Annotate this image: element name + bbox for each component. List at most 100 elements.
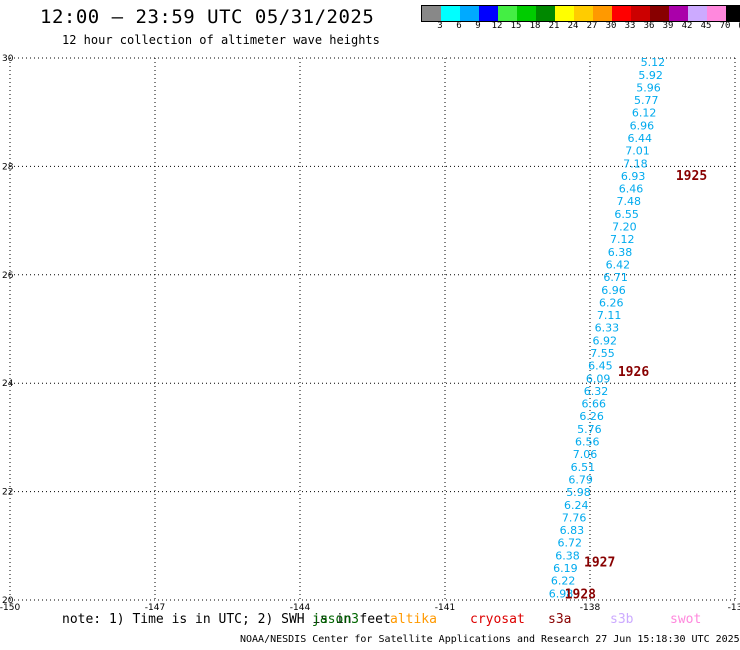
wave-height-label: 6.33: [595, 322, 620, 335]
legend-swatch: [460, 6, 479, 21]
wave-height-label: 7.18: [623, 157, 648, 170]
wave-height-label: 6.22: [551, 575, 576, 588]
legend-swatch: [422, 6, 441, 21]
note-text: note: 1) Time is in UTC; 2) SWH is in fe…: [62, 612, 391, 627]
x-tick-label: -13: [728, 603, 740, 610]
legend-label: (ft): [737, 21, 740, 31]
chart-title: 12:00 – 23:59 UTC 05/31/2025: [40, 6, 375, 28]
legend-label: 45: [700, 21, 712, 31]
legend-swatch: [517, 6, 536, 21]
wave-height-label: 6.71: [603, 271, 628, 284]
wave-height-label: 6.51: [571, 461, 596, 474]
wave-height-label: 6.45: [588, 360, 613, 373]
wave-height-label: 7.01: [625, 145, 650, 158]
legend-swatch: [631, 6, 650, 21]
wave-height-label: 6.93: [621, 170, 646, 183]
satellite-label-swot: swot: [670, 612, 702, 627]
wave-height-label: 6.79: [568, 473, 593, 486]
satellite-legend: jason3 altika cryosat s3a s3b swot: [0, 612, 740, 630]
satellite-label-altika: altika: [390, 612, 437, 627]
wave-height-label: 6.83: [560, 524, 585, 537]
legend-swatch: [688, 6, 707, 21]
wave-height-label: 6.24: [564, 499, 589, 512]
wave-height-label: 6.32: [584, 385, 609, 398]
y-tick-label: 26: [2, 271, 14, 281]
legend-swatch: [669, 6, 688, 21]
wave-height-label: 6.26: [579, 410, 604, 423]
wave-height-label: 7.11: [597, 309, 622, 322]
pass-time-label: 1926: [618, 365, 649, 380]
y-tick-label: 30: [2, 54, 14, 64]
legend-label: 36: [643, 21, 655, 31]
wave-height-label: 6.38: [555, 549, 580, 562]
legend-label: 21: [548, 21, 560, 31]
x-tick-label: -150: [0, 603, 20, 610]
legend-label: 12: [491, 21, 503, 31]
pass-time-label: 1925: [676, 169, 707, 184]
wave-height-label: 6.72: [557, 537, 582, 550]
footer-credit: NOAA/NESDIS Center for Satellite Applica…: [240, 634, 740, 645]
wave-height-label: 6.66: [582, 398, 607, 411]
legend-label: 24: [567, 21, 579, 31]
legend-swatch: [707, 6, 726, 21]
legend-label: 30: [605, 21, 617, 31]
legend-label: 70: [719, 21, 731, 31]
wave-height-label: 5.12: [641, 56, 666, 69]
x-tick-label: -144: [290, 603, 311, 610]
legend-label: 42: [681, 21, 693, 31]
wave-height-label: 6.55: [614, 208, 639, 221]
legend-label: 3: [437, 21, 443, 31]
wave-height-label: 6.38: [608, 246, 633, 259]
legend-label: 27: [586, 21, 598, 31]
y-tick-label: 24: [2, 379, 14, 389]
legend-label: 15: [510, 21, 522, 31]
legend-swatch: [612, 6, 631, 21]
wave-height-label: 6.98: [549, 587, 574, 600]
wave-height-label: 7.20: [612, 221, 637, 234]
satellite-label-s3b: s3b: [610, 612, 634, 627]
wave-height-label: 6.46: [619, 183, 644, 196]
pass-time-label: 1927: [584, 555, 615, 570]
x-tick-label: -141: [435, 603, 455, 610]
legend-label: 9: [475, 21, 481, 31]
wave-height-label: 6.56: [575, 436, 600, 449]
wave-height-label: 6.96: [630, 119, 655, 132]
wave-height-label: 6.19: [553, 562, 578, 575]
legend-swatch: [650, 6, 669, 21]
chart-subtitle: 12 hour collection of altimeter wave hei…: [62, 33, 380, 47]
wave-height-label: 7.55: [590, 347, 615, 360]
y-tick-label: 28: [2, 162, 14, 172]
wave-height-label: 7.76: [562, 511, 587, 524]
wave-height-label: 6.92: [592, 334, 617, 347]
wave-height-label: 5.98: [566, 486, 591, 499]
wave-height-label: 5.92: [638, 69, 663, 82]
legend-swatch: [479, 6, 498, 21]
wave-height-label: 7.06: [573, 448, 598, 461]
wave-height-label: 7.48: [617, 195, 642, 208]
legend-label: 6: [456, 21, 462, 31]
legend-swatch: [593, 6, 612, 21]
wave-height-label: 6.96: [601, 284, 626, 297]
legend-swatch: [726, 6, 740, 21]
satellite-label-jason3: jason3: [312, 612, 359, 627]
y-tick-label: 22: [2, 488, 13, 498]
wave-height-label: 5.77: [634, 94, 659, 107]
legend-swatch: [498, 6, 517, 21]
x-tick-label: -147: [145, 603, 165, 610]
wave-height-label: 6.44: [627, 132, 652, 145]
y-tick-label: 20: [2, 596, 14, 606]
wave-height-label: 6.42: [606, 258, 631, 271]
satellite-label-s3a: s3a: [548, 612, 572, 627]
color-legend: [421, 5, 740, 22]
legend-label: 18: [529, 21, 541, 31]
legend-swatch: [536, 6, 555, 21]
legend-swatch: [555, 6, 574, 21]
x-tick-label: -138: [580, 603, 601, 610]
wave-height-label: 5.96: [636, 81, 661, 94]
wave-height-label: 7.12: [610, 233, 635, 246]
wave-height-label: 6.12: [632, 107, 657, 120]
legend-label: 39: [662, 21, 674, 31]
wave-height-label: 5.76: [577, 423, 602, 436]
